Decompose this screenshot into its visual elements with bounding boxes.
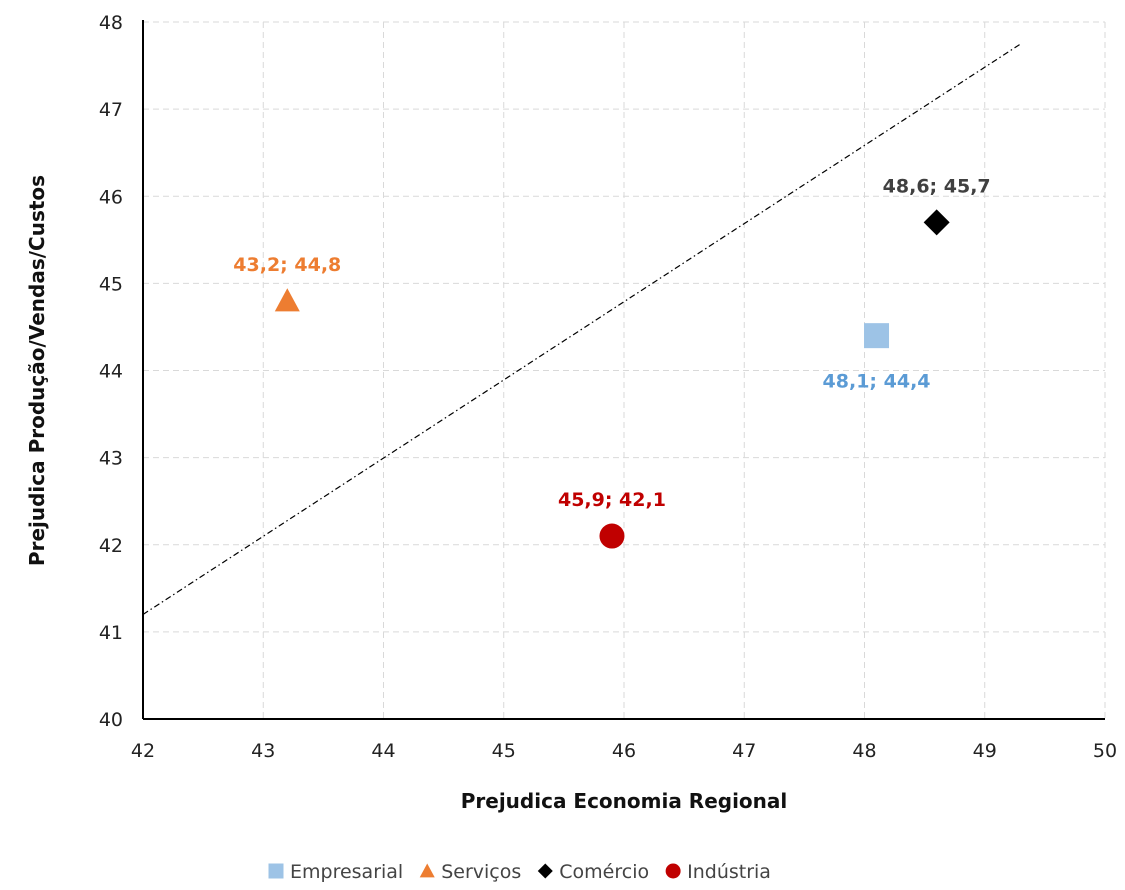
x-tick-label: 50	[1093, 740, 1117, 762]
legend-label: Empresarial	[290, 861, 403, 883]
data-label: 43,2; 44,8	[233, 254, 341, 276]
data-label: 48,1; 44,4	[823, 371, 931, 393]
y-tick-label: 41	[99, 622, 123, 644]
y-tick-label: 44	[99, 361, 123, 383]
tick-labels: 42 43 44 45 46 47 48 49 50 40 41 42 43 44 45 46 47 48	[99, 12, 1117, 762]
x-tick-label: 46	[612, 740, 636, 762]
x-tick-label: 42	[131, 740, 155, 762]
legend: Empresarial Serviços Comércio Indústria	[268, 861, 771, 883]
y-tick-label: 43	[99, 448, 123, 470]
y-tick-label: 46	[99, 186, 123, 208]
y-tick-label: 42	[99, 535, 123, 557]
axes-layer	[142, 20, 1105, 720]
legend-label: Indústria	[687, 861, 771, 883]
reference-line-layer	[142, 43, 1022, 615]
y-tick-label: 47	[99, 99, 123, 121]
data-point	[864, 323, 890, 349]
x-tick-label: 48	[852, 740, 876, 762]
data-point	[274, 288, 300, 312]
data-points	[274, 209, 950, 549]
legend-marker	[419, 863, 435, 878]
y-tick-label: 40	[99, 709, 123, 731]
legend-label: Comércio	[559, 861, 649, 883]
data-label: 48,6; 45,7	[883, 175, 991, 197]
x-tick-label: 43	[251, 740, 275, 762]
x-axis-title: Prejudica Economia Regional	[461, 789, 788, 813]
data-label: 45,9; 42,1	[558, 489, 666, 511]
x-tick-label: 49	[973, 740, 997, 762]
data-point	[599, 523, 625, 549]
grid-layer	[143, 21, 1106, 719]
legend-marker	[665, 863, 681, 879]
data-labels: 48,1; 44,4 43,2; 44,8 48,6; 45,7 45,9; 42,1	[233, 175, 990, 511]
y-tick-label: 45	[99, 273, 123, 295]
y-tick-label: 48	[99, 12, 123, 34]
x-tick-label: 47	[732, 740, 756, 762]
y-axis-title: Prejudica Produção/Vendas/Custos	[25, 175, 49, 566]
legend-marker	[268, 863, 284, 879]
data-point	[923, 209, 950, 236]
legend-marker	[537, 863, 553, 879]
reference-line	[142, 43, 1022, 615]
x-tick-label: 45	[492, 740, 516, 762]
legend-label: Serviços	[441, 861, 521, 883]
x-tick-label: 44	[371, 740, 395, 762]
